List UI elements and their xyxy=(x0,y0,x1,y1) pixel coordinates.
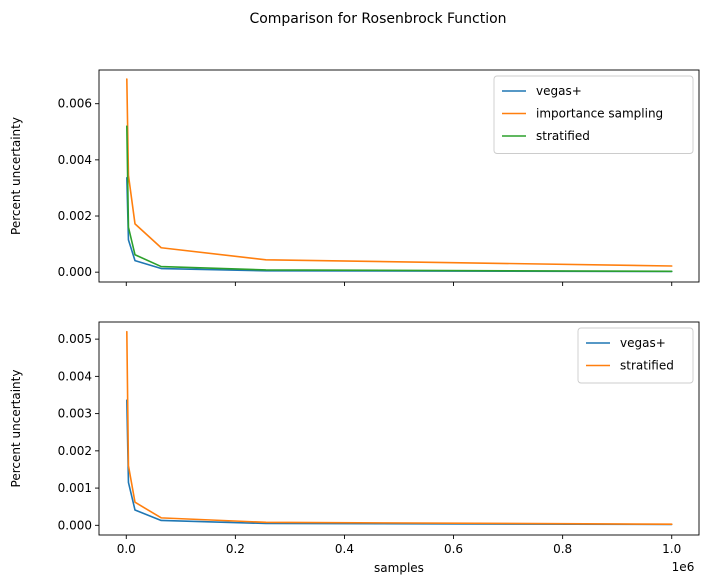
plot-frame-1 xyxy=(98,321,700,536)
y-tick-label-1-0: 0.000 xyxy=(58,518,92,532)
series-line-1-1 xyxy=(126,330,673,526)
series-line-0-1 xyxy=(126,78,673,267)
legend-label-0-0: vegas+ xyxy=(536,84,582,98)
legend-label-1-0: vegas+ xyxy=(620,336,666,350)
series-line-1-0 xyxy=(126,399,673,526)
x-tick-label-1-5: 1.0 xyxy=(662,542,681,556)
legend-label-0-2: stratified xyxy=(536,129,590,143)
y-tick-label-0-0: 0.000 xyxy=(58,265,92,279)
x-tick-label-1-2: 0.4 xyxy=(335,542,354,556)
series-line-0-2 xyxy=(126,125,673,273)
y-tick-label-1-4: 0.004 xyxy=(58,369,92,383)
legend-0: vegas+ importance sampling stratified xyxy=(493,75,694,154)
y-tick-label-1-2: 0.002 xyxy=(58,444,92,458)
legend-box-1 xyxy=(577,327,694,384)
x-tick-label-1-1: 0.2 xyxy=(226,542,245,556)
y-tick-label-0-3: 0.006 xyxy=(58,97,92,111)
y-tick-label-1-3: 0.003 xyxy=(58,407,92,421)
x-tick-label-1-0: 0.0 xyxy=(117,542,136,556)
y-tick-label-1-5: 0.005 xyxy=(58,332,92,346)
legend-label-0-1: importance sampling xyxy=(536,107,663,121)
legend-label-1-1: stratified xyxy=(620,359,674,373)
legend-box-0 xyxy=(493,75,694,154)
y-axis-label-1: Percent uncertainty xyxy=(9,370,23,488)
y-axis-label-0: Percent uncertainty xyxy=(9,117,23,235)
top-chart: 0.000 0.002 0.004 0.006 Percent uncertainty v… xyxy=(9,69,700,286)
y-tick-label-0-2: 0.004 xyxy=(58,153,92,167)
x-tick-label-1-3: 0.6 xyxy=(444,542,463,556)
legend-1: vegas+ stratified xyxy=(577,327,694,384)
x-axis-offset-label: 1e6 xyxy=(672,560,695,574)
y-tick-label-1-1: 0.001 xyxy=(58,481,92,495)
x-tick-label-1-4: 0.8 xyxy=(553,542,572,556)
plot-frame-0 xyxy=(98,69,700,283)
figure-title: Comparison for Rosenbrock Function xyxy=(249,11,506,27)
series-line-0-0 xyxy=(126,177,673,273)
x-axis-label-1: samples xyxy=(374,561,424,575)
bottom-chart: 0.0 0.2 0.4 0.6 0.8 1.0 0.000 0.001 0.002 0.003 0.… xyxy=(9,321,700,575)
y-tick-label-0-1: 0.002 xyxy=(58,209,92,223)
